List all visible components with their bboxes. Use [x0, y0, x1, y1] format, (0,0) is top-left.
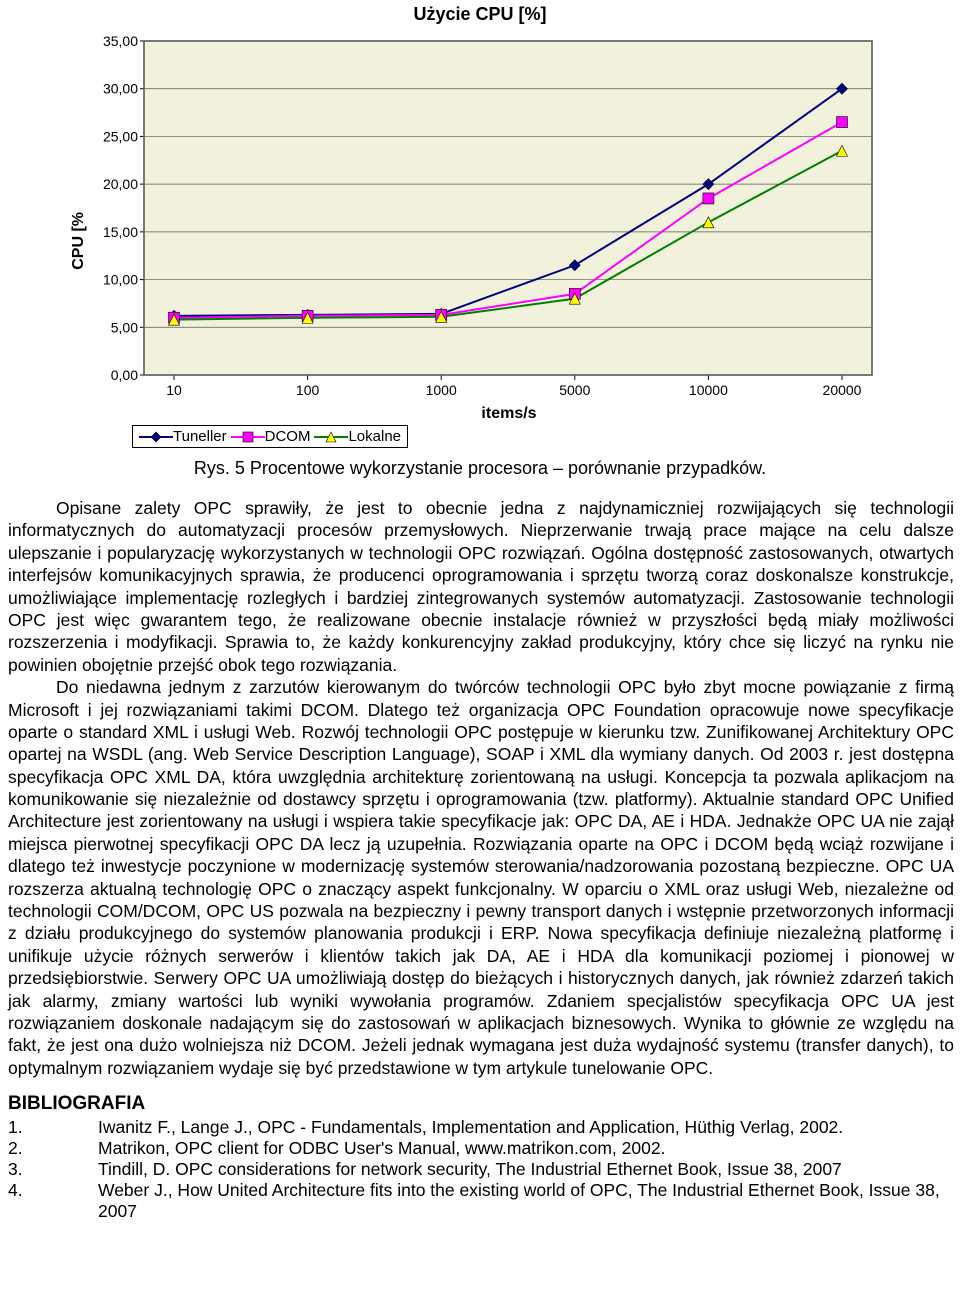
chart-svg: 0,00 5,00 10,00 15,00 20,00 25,00 30,00 35,00 10…	[94, 33, 884, 403]
figure-caption: Rys. 5 Procentowe wykorzystanie procesor…	[0, 458, 960, 479]
svg-text:15,00: 15,00	[103, 224, 138, 240]
chart-title: Użycie CPU [%]	[70, 4, 890, 25]
chart-x-axis-label: items/s	[144, 405, 874, 423]
bib-entry: 2.Matrikon, OPC client for ODBC User's M…	[8, 1138, 954, 1159]
svg-text:10,00: 10,00	[103, 272, 138, 288]
svg-text:10: 10	[166, 382, 182, 398]
svg-text:20000: 20000	[823, 382, 862, 398]
bib-entry: 4.Weber J., How United Architecture fits…	[8, 1180, 954, 1222]
bib-entry: 1.Iwanitz F., Lange J., OPC - Fundamenta…	[8, 1117, 954, 1138]
svg-text:25,00: 25,00	[103, 128, 138, 144]
svg-text:5000: 5000	[559, 382, 590, 398]
chart-legend: Tuneller DCOM Lokalne	[132, 425, 408, 448]
chart-y-axis-label: CPU [%	[70, 212, 88, 270]
body-text: Opisane zalety OPC sprawiły, że jest to …	[0, 497, 960, 1079]
bibliography-heading: BIBLIOGRAFIA	[8, 1093, 960, 1115]
svg-text:100: 100	[296, 382, 320, 398]
svg-text:35,00: 35,00	[103, 33, 138, 49]
paragraph-1: Opisane zalety OPC sprawiły, że jest to …	[8, 497, 954, 676]
svg-text:20,00: 20,00	[103, 176, 138, 192]
svg-text:10000: 10000	[689, 382, 728, 398]
chart-container: Użycie CPU [%] CPU [% 0,00 5,00 10,00 15,00…	[70, 0, 890, 448]
svg-text:30,00: 30,00	[103, 81, 138, 97]
bib-entry: 3.Tindill, D. OPC considerations for net…	[8, 1159, 954, 1180]
svg-text:5,00: 5,00	[111, 319, 138, 335]
svg-text:0,00: 0,00	[111, 367, 138, 383]
paragraph-2: Do niedawna jednym z zarzutów kierowanym…	[8, 676, 954, 1079]
bibliography: 1.Iwanitz F., Lange J., OPC - Fundamenta…	[0, 1117, 960, 1222]
svg-text:1000: 1000	[426, 382, 457, 398]
